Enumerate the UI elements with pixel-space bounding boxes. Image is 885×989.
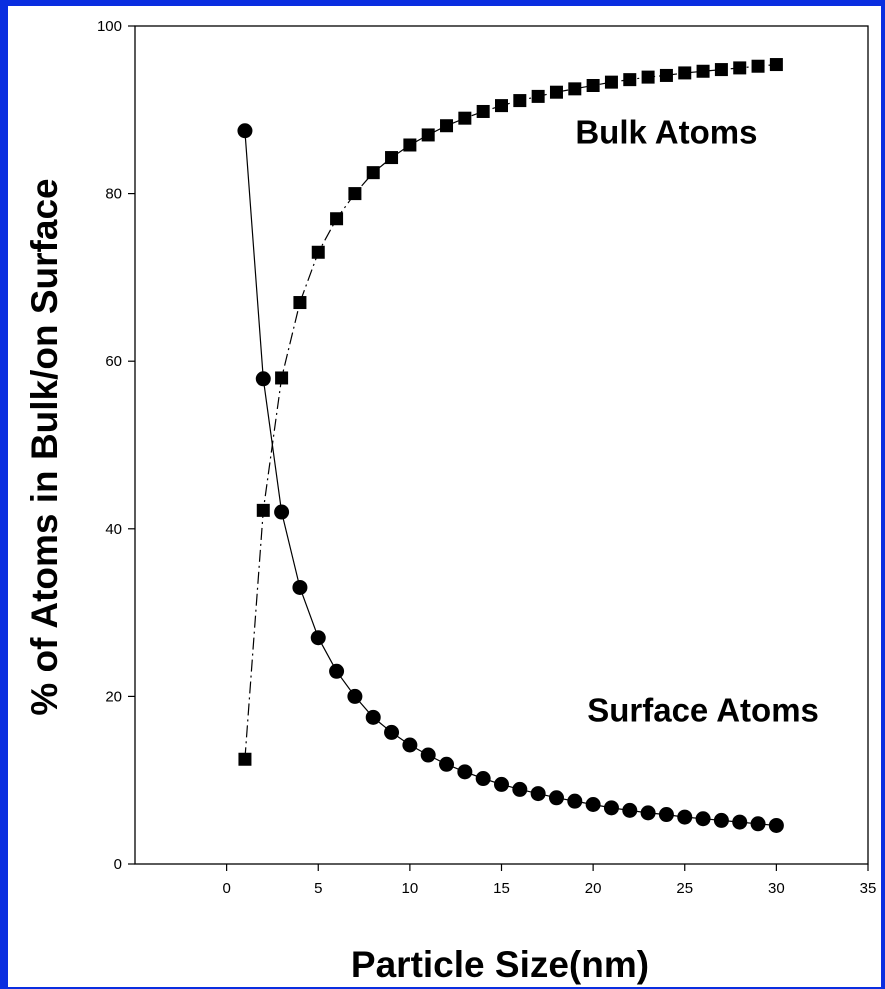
bulk-point xyxy=(659,68,673,82)
y-tick-label: 100 xyxy=(97,18,122,35)
x-tick-label: 30 xyxy=(768,880,785,897)
bulk-point xyxy=(256,503,270,517)
series-line-bulk xyxy=(244,63,777,760)
surface-point xyxy=(567,793,583,809)
bulk-atoms-label: Bulk Atoms xyxy=(575,113,757,150)
bulk-point xyxy=(623,73,637,87)
x-tick-label: 35 xyxy=(860,880,877,897)
bulk-point xyxy=(641,70,655,84)
bulk-point xyxy=(293,296,307,310)
y-tick-label: 0 xyxy=(114,856,122,873)
surface-point xyxy=(695,811,711,827)
surface-point xyxy=(402,737,418,753)
surface-point xyxy=(494,776,509,792)
bulk-point xyxy=(586,78,600,92)
bulk-point xyxy=(476,104,490,118)
axis-ticks: 0 20 40 60 80 100 0 5 10 15 20 25 30 35 xyxy=(97,18,876,897)
series-annotations: Bulk Atoms Surface Atoms xyxy=(575,113,819,728)
surface-point xyxy=(713,812,729,828)
bulk-point xyxy=(733,61,747,75)
bulk-point xyxy=(769,58,783,72)
surface-point xyxy=(292,579,308,595)
surface-point xyxy=(512,781,528,797)
y-tick-label: 80 xyxy=(105,186,122,203)
x-tick-label: 20 xyxy=(585,880,602,897)
surface-point xyxy=(603,800,619,816)
surface-point xyxy=(274,504,290,520)
bulk-point xyxy=(714,63,728,77)
y-axis-title: % of Atoms in Bulk/on Surface xyxy=(24,178,65,715)
bulk-point xyxy=(238,752,252,766)
y-tick-label: 20 xyxy=(105,688,122,705)
bulk-point xyxy=(751,59,765,73)
x-tick-label: 15 xyxy=(493,880,510,897)
bulk-point xyxy=(549,85,563,99)
bulk-point xyxy=(495,99,508,113)
surface-point xyxy=(677,809,693,825)
surface-point xyxy=(347,688,363,704)
bulk-point xyxy=(366,166,380,180)
x-tick-label: 5 xyxy=(314,880,322,897)
bulk-point xyxy=(330,212,344,226)
surface-point xyxy=(548,790,564,806)
bulk-point xyxy=(311,245,325,259)
x-tick-label: 25 xyxy=(676,880,693,897)
bulk-point xyxy=(531,89,545,103)
bulk-point xyxy=(678,66,692,80)
surface-point xyxy=(658,807,674,823)
bulk-point xyxy=(604,75,618,89)
bulk-point xyxy=(458,111,472,125)
bulk-point xyxy=(421,128,435,142)
bulk-point xyxy=(568,82,582,96)
bulk-point xyxy=(385,151,399,165)
x-tick-label: 0 xyxy=(222,880,230,897)
plot-area-border xyxy=(134,25,869,865)
surface-point xyxy=(420,747,436,763)
surface-point xyxy=(585,797,601,813)
surface-point xyxy=(732,814,748,830)
surface-point xyxy=(475,771,491,787)
x-axis-title: Particle Size(nm) xyxy=(351,944,649,985)
surface-point xyxy=(310,630,326,646)
y-tick-label: 40 xyxy=(105,521,122,538)
surface-point xyxy=(622,802,638,818)
surface-point xyxy=(768,817,784,833)
bulk-point xyxy=(513,94,527,108)
surface-point xyxy=(384,724,400,740)
surface-point xyxy=(640,805,656,821)
surface-point xyxy=(750,816,766,832)
surface-point xyxy=(237,123,253,139)
series-markers xyxy=(237,58,784,833)
surface-point xyxy=(439,756,455,772)
bulk-point xyxy=(275,371,289,385)
surface-point xyxy=(365,709,381,725)
y-tick-label: 60 xyxy=(105,353,122,370)
surface-point xyxy=(255,371,271,387)
surface-atoms-label: Surface Atoms xyxy=(587,692,819,729)
bulk-point xyxy=(403,138,417,152)
bulk-point xyxy=(696,64,710,78)
bulk-point xyxy=(440,119,454,133)
surface-point xyxy=(457,764,473,780)
x-tick-label: 10 xyxy=(402,880,419,897)
surface-point xyxy=(329,663,345,679)
surface-point xyxy=(530,786,546,802)
bulk-point xyxy=(348,187,362,201)
